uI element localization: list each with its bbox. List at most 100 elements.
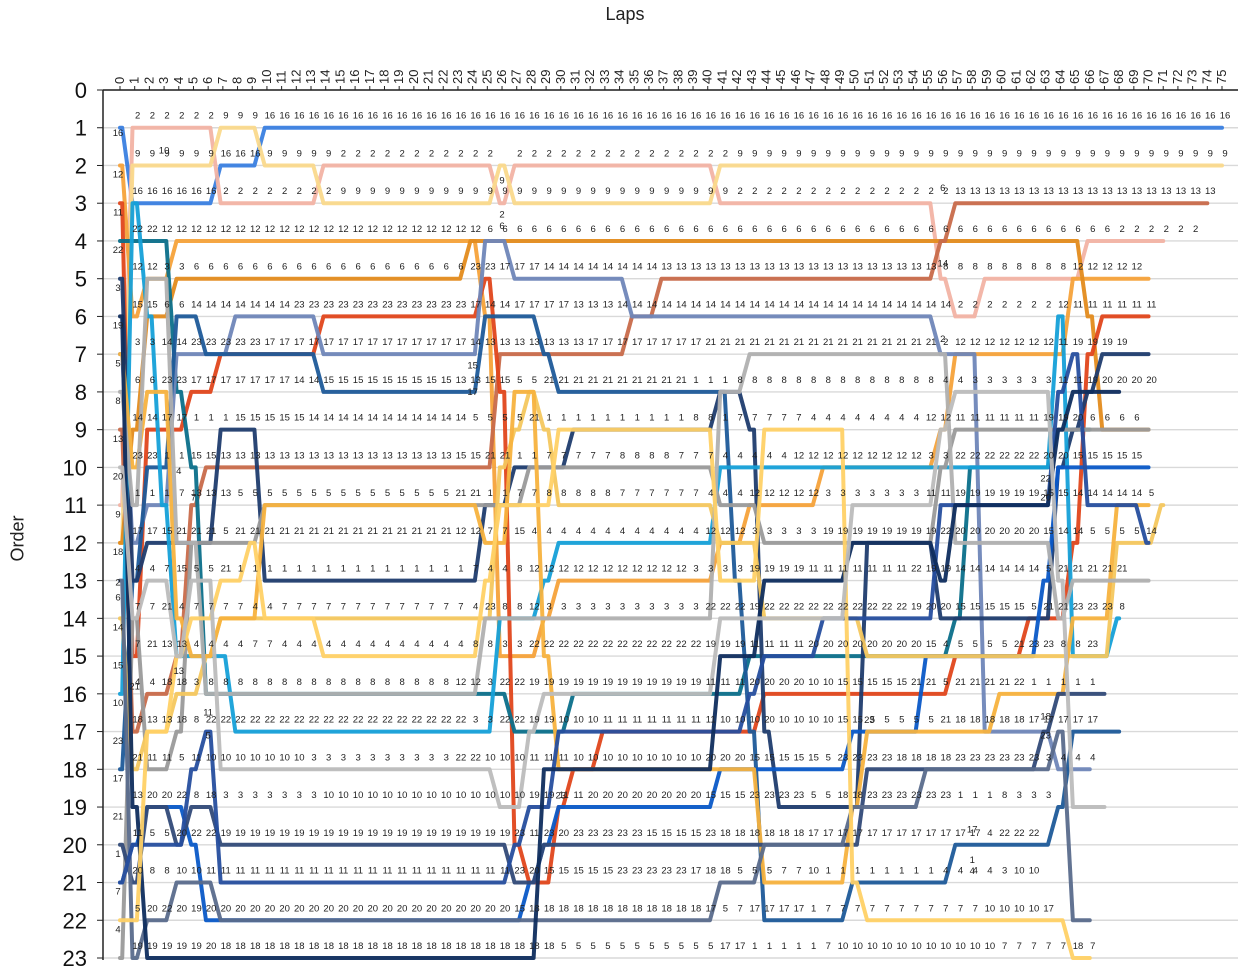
order-label: 20 [1043,450,1054,461]
order-label: 14 [132,413,143,424]
order-label: 5 [620,941,625,952]
order-label: 14 [1117,488,1128,499]
order-label: 2 [164,111,169,122]
order-label: 20 [323,903,334,914]
order-label: 12 [441,224,452,235]
order-label: 13 [382,450,393,461]
order-label: 12 [397,224,408,235]
x-tick-label: 6 [200,77,215,84]
order-label: 13 [191,488,202,499]
order-label: 3 [223,790,228,801]
order-label: 17 [412,337,423,348]
order-label: 1 [429,564,434,575]
order-label: 21 [823,337,834,348]
transition-label: 11 [203,708,213,719]
order-label: 6 [282,262,287,273]
order-label: 4 [150,564,155,575]
order-label: 14 [1073,488,1084,499]
order-label: 4 [943,375,948,386]
order-label: 3 [987,375,992,386]
order-label: 15 [353,375,364,386]
order-label: 9 [693,186,698,197]
x-tick-label: 11 [274,71,289,85]
order-label: 21 [852,337,863,348]
order-label: 12 [1132,262,1143,273]
order-label: 4 [958,375,963,386]
order-label: 5 [488,413,493,424]
order-label: 20 [162,790,173,801]
order-label: 2 [987,299,992,310]
order-label: 8 [1061,639,1066,650]
order-label: 7 [914,903,919,914]
order-label: 16 [1220,111,1231,122]
order-label: 22 [882,601,893,612]
order-label: 1 [958,790,963,801]
order-label: 19 [294,828,305,839]
order-label: 17 [1043,903,1054,914]
order-label: 4 [282,639,287,650]
order-label: 17 [338,337,349,348]
order-label: 22 [999,828,1010,839]
order-label: 5 [341,488,346,499]
order-label: 6 [517,224,522,235]
order-label: 12 [720,526,731,537]
order-label: 4 [488,564,493,575]
order-label: 19 [764,564,775,575]
order-label: 21 [970,677,981,688]
order-label: 2 [840,186,845,197]
order-label: 20 [1117,375,1128,386]
order-label: 5 [429,488,434,499]
order-label: 17 [676,337,687,348]
order-label: 23 [794,790,805,801]
order-label: 13 [265,450,276,461]
order-label: 5 [444,488,449,499]
order-label: 2 [870,186,875,197]
x-tick-label: 59 [979,70,994,84]
series-line-car-9 [118,125,1224,545]
order-label: 17 [794,903,805,914]
order-label: 3 [752,526,757,537]
order-label: 21 [676,375,687,386]
order-label: 7 [253,639,258,650]
order-label: 15 [485,375,496,386]
order-label: 7 [209,601,214,612]
start-label: 17 [113,774,124,785]
order-label: 13 [338,450,349,461]
order-label: 14 [426,413,437,424]
order-label: 17 [1058,715,1069,726]
order-label: 11 [133,828,143,839]
order-label: 1 [179,450,184,461]
x-tick-label: 18 [376,70,391,84]
order-label: 10 [808,866,819,877]
order-label: 16 [544,111,555,122]
order-label: 11 [338,866,348,877]
order-label: 13 [911,262,922,273]
order-label: 5 [1105,526,1110,537]
order-label: 23 [412,299,423,310]
order-label: 15 [808,752,819,763]
order-label: 3 [914,488,919,499]
x-tick-label: 30 [553,70,568,84]
order-label: 17 [132,526,143,537]
order-label: 20 [485,903,496,914]
order-label: 15 [867,677,878,688]
order-label: 14 [823,299,834,310]
order-label: 13 [485,337,496,348]
order-label: 16 [1029,111,1040,122]
order-label: 6 [135,375,140,386]
order-label: 3 [164,262,169,273]
order-label: 11 [838,564,848,575]
order-label: 19 [720,639,731,650]
order-label: 19 [691,677,702,688]
order-label: 21 [926,337,937,348]
order-label: 14 [632,299,643,310]
order-label: 1 [400,564,405,575]
order-label: 14 [911,299,922,310]
order-label: 2 [943,186,948,197]
order-label: 16 [896,111,907,122]
order-label: 1 [811,941,816,952]
x-tick-label: 49 [832,70,847,84]
order-label: 21 [750,337,761,348]
order-label: 11 [735,677,745,688]
order-label: 19 [735,639,746,650]
